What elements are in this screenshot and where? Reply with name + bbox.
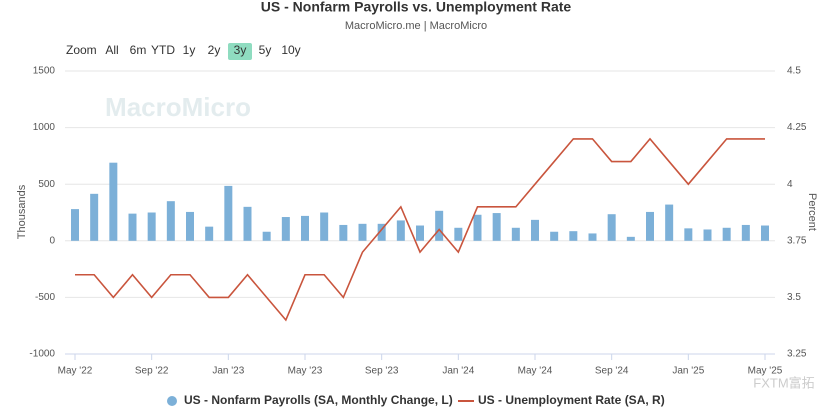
range-button[interactable]: 5y bbox=[259, 43, 272, 57]
range-button[interactable]: All bbox=[105, 43, 118, 57]
bar bbox=[722, 227, 731, 241]
y2-tick-label: 4.5 bbox=[787, 66, 801, 77]
bar bbox=[186, 211, 194, 241]
bar bbox=[320, 212, 329, 241]
bar bbox=[588, 233, 597, 241]
bar bbox=[339, 224, 348, 241]
chart-title: US - Nonfarm Payrolls vs. Unemployment R… bbox=[261, 0, 572, 15]
x-tick-label: Jan '24 bbox=[442, 366, 474, 377]
y-tick-label: 500 bbox=[38, 179, 55, 190]
watermark: MacroMicro bbox=[105, 92, 251, 122]
zoom-label: Zoom bbox=[66, 43, 97, 57]
bar bbox=[301, 215, 309, 241]
bar bbox=[262, 231, 271, 241]
bar bbox=[492, 213, 501, 241]
bar bbox=[109, 162, 118, 241]
bar bbox=[511, 227, 520, 241]
y-tick-label: -1000 bbox=[29, 349, 55, 360]
x-tick-label: May '22 bbox=[58, 366, 93, 377]
bar bbox=[761, 225, 769, 241]
bar bbox=[147, 212, 156, 241]
line bbox=[75, 137, 765, 322]
bar bbox=[396, 220, 405, 241]
legend-symbol[interactable] bbox=[167, 396, 177, 406]
bar bbox=[684, 228, 693, 241]
bar bbox=[550, 231, 559, 241]
x-tick-label: Sep '23 bbox=[365, 366, 399, 377]
y2-tick-label: 4 bbox=[787, 179, 793, 190]
bar bbox=[741, 224, 750, 241]
range-button[interactable]: 3y bbox=[234, 43, 247, 57]
y2-axis-title: Percent bbox=[806, 193, 818, 231]
range-button[interactable]: YTD bbox=[151, 43, 175, 57]
y2-tick-label: 4.25 bbox=[787, 122, 807, 133]
y-axis-title: Thousands bbox=[16, 184, 28, 239]
range-button[interactable]: 1y bbox=[183, 43, 196, 57]
legend-label[interactable]: US - Unemployment Rate (SA, R) bbox=[478, 393, 665, 407]
bar bbox=[703, 229, 712, 241]
bar bbox=[473, 214, 482, 241]
x-tick-label: Sep '22 bbox=[135, 366, 169, 377]
y-tick-label: 1500 bbox=[33, 66, 56, 77]
legend-label[interactable]: US - Nonfarm Payrolls (SA, Monthly Chang… bbox=[184, 393, 453, 407]
y-tick-label: -500 bbox=[35, 292, 55, 303]
bar bbox=[224, 185, 233, 241]
bar bbox=[377, 223, 386, 241]
range-button[interactable]: 10y bbox=[281, 43, 300, 57]
bar bbox=[166, 201, 175, 241]
bar bbox=[281, 217, 290, 241]
bar bbox=[454, 227, 463, 241]
corner-mark: FXTM富拓 bbox=[753, 375, 814, 390]
bar bbox=[435, 210, 444, 241]
range-button-bg bbox=[228, 43, 252, 60]
bar bbox=[607, 214, 616, 241]
x-tick-label: Jan '23 bbox=[212, 366, 244, 377]
bar bbox=[358, 223, 367, 241]
bar bbox=[205, 226, 214, 241]
x-tick-label: May '24 bbox=[518, 366, 553, 377]
x-tick-label: Jan '25 bbox=[672, 366, 704, 377]
bar bbox=[90, 193, 99, 241]
bar bbox=[416, 225, 424, 241]
range-button[interactable]: 6m bbox=[130, 43, 147, 57]
y2-tick-label: 3.25 bbox=[787, 349, 807, 360]
y-tick-label: 0 bbox=[49, 235, 55, 246]
y2-tick-label: 3.75 bbox=[787, 235, 807, 246]
bar bbox=[626, 236, 635, 241]
bar bbox=[646, 211, 654, 241]
x-tick-label: May '25 bbox=[748, 366, 783, 377]
x-tick-label: May '23 bbox=[288, 366, 323, 377]
bar bbox=[665, 204, 674, 241]
range-button[interactable]: 2y bbox=[208, 43, 221, 57]
bar bbox=[243, 206, 252, 241]
bar bbox=[71, 209, 79, 241]
y2-tick-label: 3.5 bbox=[787, 292, 801, 303]
chart-subtitle: MacroMicro.me | MacroMicro bbox=[345, 20, 487, 32]
bar bbox=[569, 231, 578, 241]
bar bbox=[128, 213, 137, 241]
y-tick-label: 1000 bbox=[33, 122, 56, 133]
x-tick-label: Sep '24 bbox=[595, 366, 629, 377]
bar bbox=[531, 219, 539, 241]
